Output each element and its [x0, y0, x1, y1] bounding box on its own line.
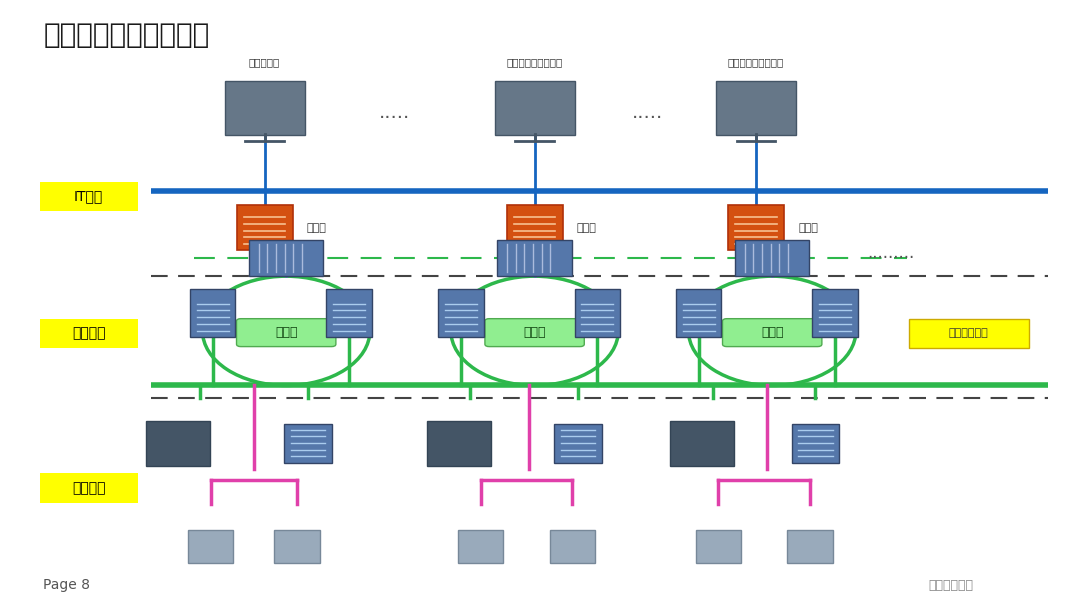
FancyBboxPatch shape — [734, 240, 810, 276]
Text: 工业网络: 工业网络 — [71, 326, 106, 341]
Text: 车间三: 车间三 — [761, 326, 783, 339]
Text: 防火墙: 防火墙 — [798, 223, 818, 232]
FancyBboxPatch shape — [237, 205, 293, 250]
Text: 其他车间网络: 其他车间网络 — [949, 328, 988, 338]
FancyBboxPatch shape — [495, 81, 575, 135]
FancyBboxPatch shape — [728, 205, 784, 250]
FancyBboxPatch shape — [274, 530, 320, 563]
Text: 智能制造之家: 智能制造之家 — [928, 579, 973, 592]
FancyBboxPatch shape — [237, 319, 336, 347]
FancyBboxPatch shape — [716, 81, 796, 135]
FancyBboxPatch shape — [248, 240, 324, 276]
FancyBboxPatch shape — [326, 289, 372, 336]
FancyBboxPatch shape — [696, 530, 741, 563]
FancyBboxPatch shape — [554, 424, 602, 463]
Text: ·········: ········· — [867, 249, 915, 267]
Text: 车间一: 车间一 — [275, 326, 297, 339]
FancyBboxPatch shape — [225, 81, 305, 135]
FancyBboxPatch shape — [723, 319, 822, 347]
FancyBboxPatch shape — [190, 289, 235, 336]
FancyBboxPatch shape — [40, 182, 138, 211]
FancyBboxPatch shape — [40, 473, 138, 503]
Text: ·····: ····· — [633, 109, 663, 128]
FancyBboxPatch shape — [792, 424, 839, 463]
FancyBboxPatch shape — [671, 421, 734, 466]
FancyBboxPatch shape — [787, 530, 833, 563]
Text: IT网络: IT网络 — [73, 189, 104, 204]
FancyBboxPatch shape — [188, 530, 233, 563]
FancyBboxPatch shape — [676, 289, 721, 336]
Text: 监控库户端: 监控库户端 — [249, 57, 280, 67]
Text: Page 8: Page 8 — [43, 578, 91, 592]
FancyBboxPatch shape — [812, 289, 858, 336]
FancyBboxPatch shape — [497, 240, 572, 276]
FancyBboxPatch shape — [428, 421, 490, 466]
Text: 系统典型结构（环网）: 系统典型结构（环网） — [43, 21, 210, 49]
Text: 防火墙: 防火墙 — [577, 223, 596, 232]
FancyBboxPatch shape — [284, 424, 332, 463]
Text: 现场设备: 现场设备 — [71, 481, 106, 495]
FancyBboxPatch shape — [485, 319, 584, 347]
FancyBboxPatch shape — [550, 530, 595, 563]
FancyBboxPatch shape — [909, 319, 1029, 348]
FancyBboxPatch shape — [40, 319, 138, 348]
Text: 防火墙: 防火墙 — [307, 223, 326, 232]
FancyBboxPatch shape — [438, 289, 484, 336]
Text: 工厂级生产监控系统: 工厂级生产监控系统 — [507, 57, 563, 67]
Text: 车间二: 车间二 — [524, 326, 545, 339]
FancyBboxPatch shape — [507, 205, 563, 250]
FancyBboxPatch shape — [458, 530, 503, 563]
Text: ·····: ····· — [379, 109, 409, 128]
FancyBboxPatch shape — [147, 421, 210, 466]
FancyBboxPatch shape — [575, 289, 620, 336]
Text: 工厂级生产指挥中心: 工厂级生产指挥中心 — [728, 57, 784, 67]
